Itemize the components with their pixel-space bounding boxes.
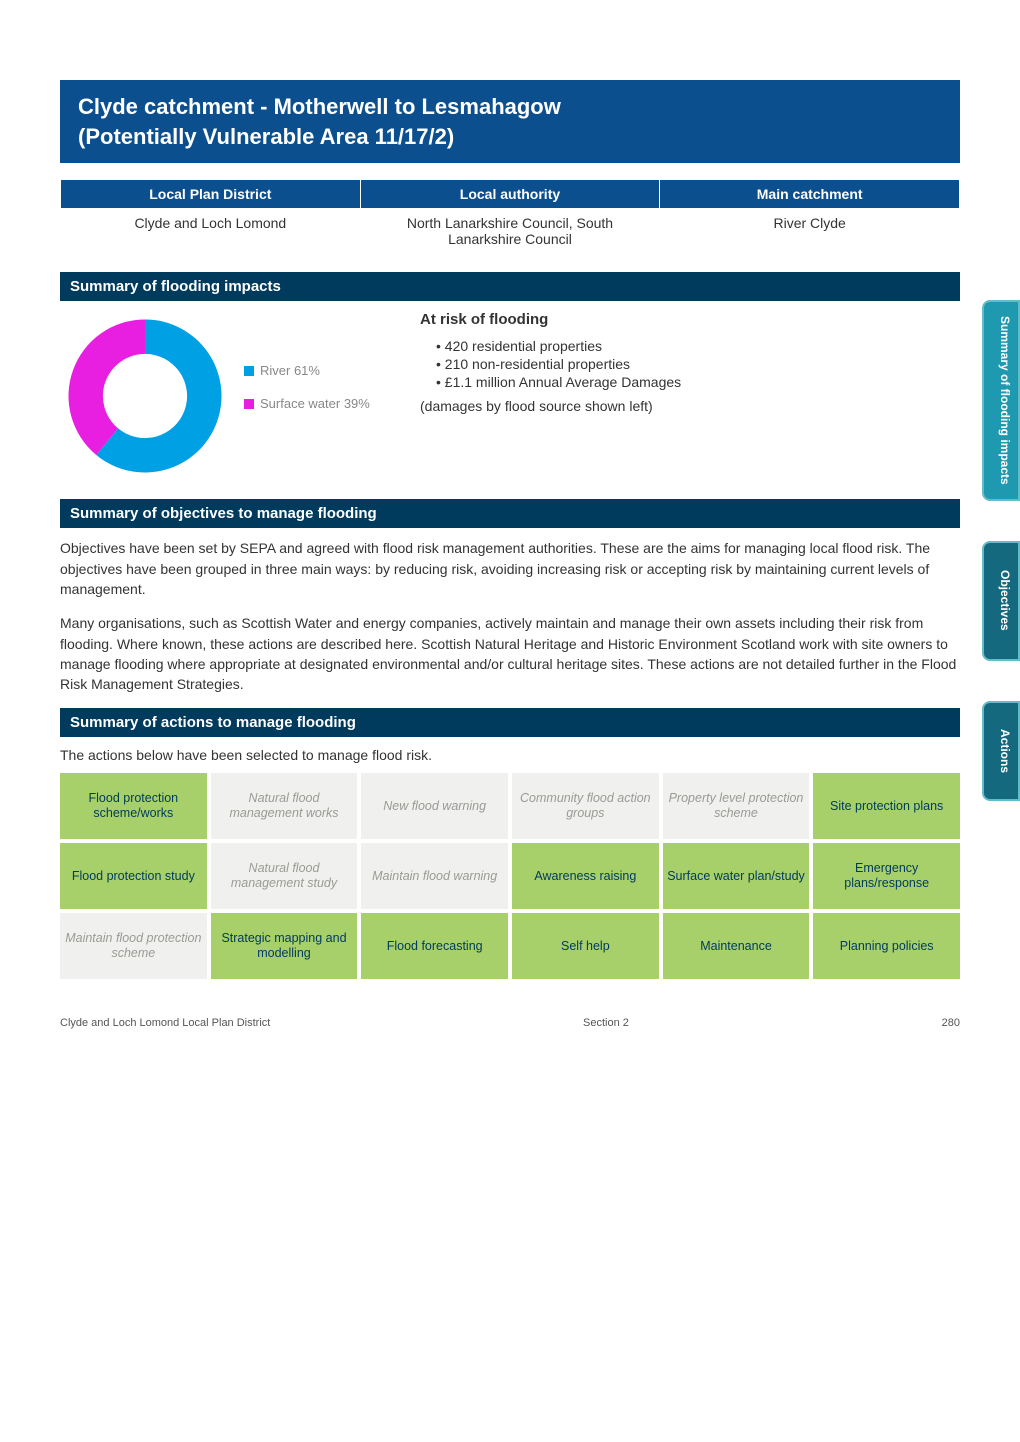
action-cell: Emergency plans/response — [813, 843, 960, 909]
title-line-2: (Potentially Vulnerable Area 11/17/2) — [78, 124, 454, 149]
action-cell: Surface water plan/study — [663, 843, 810, 909]
info-table: Local Plan District Local authority Main… — [60, 179, 960, 254]
action-cell: Maintain flood warning — [361, 843, 508, 909]
donut-slice — [69, 320, 146, 455]
section-heading-impacts: Summary of flooding impacts — [60, 272, 960, 301]
action-cell: Planning policies — [813, 913, 960, 979]
risk-bullets: 420 residential properties 210 non-resid… — [420, 338, 960, 390]
actions-intro: The actions below have been selected to … — [60, 747, 960, 763]
side-tab[interactable]: Actions — [982, 701, 1020, 801]
footer-right: 280 — [942, 1017, 960, 1029]
action-cell: Natural flood management works — [211, 773, 358, 839]
action-cell: Property level protection scheme — [663, 773, 810, 839]
action-cell: Flood forecasting — [361, 913, 508, 979]
chart-column: River 61% Surface water 39% — [60, 311, 400, 481]
info-td-1: North Lanarkshire Council, South Lanarks… — [360, 209, 660, 254]
risk-heading: At risk of flooding — [420, 311, 960, 328]
risk-bullet: 420 residential properties — [436, 338, 960, 354]
action-cell: Flood protection scheme/works — [60, 773, 207, 839]
legend-swatch-icon — [244, 399, 254, 409]
action-cell: Maintain flood protection scheme — [60, 913, 207, 979]
legend-swatch-icon — [244, 366, 254, 376]
info-td-0: Clyde and Loch Lomond — [61, 209, 361, 254]
info-th-2: Main catchment — [660, 180, 960, 209]
legend-item: River 61% — [244, 363, 370, 378]
donut-chart — [60, 311, 230, 481]
risk-bullet: 210 non-residential properties — [436, 356, 960, 372]
footer-center: Section 2 — [583, 1017, 629, 1029]
risk-note: (damages by flood source shown left) — [420, 398, 960, 414]
action-cell: Maintenance — [663, 913, 810, 979]
side-tab[interactable]: Objectives — [982, 541, 1020, 661]
info-td-2: River Clyde — [660, 209, 960, 254]
page-footer: Clyde and Loch Lomond Local Plan Distric… — [60, 1017, 960, 1029]
chart-legend: River 61% Surface water 39% — [244, 363, 370, 429]
flood-summary-row: River 61% Surface water 39% At risk of fl… — [60, 311, 960, 481]
legend-label: River 61% — [260, 363, 320, 378]
footer-left: Clyde and Loch Lomond Local Plan Distric… — [60, 1017, 270, 1029]
objectives-para-1: Objectives have been set by SEPA and agr… — [60, 538, 960, 599]
action-cell: Self help — [512, 913, 659, 979]
action-cell: Flood protection study — [60, 843, 207, 909]
action-cell: New flood warning — [361, 773, 508, 839]
action-cell: Community flood action groups — [512, 773, 659, 839]
risk-column: At risk of flooding 420 residential prop… — [420, 311, 960, 481]
legend-label: Surface water 39% — [260, 396, 370, 411]
section-heading-actions: Summary of actions to manage flooding — [60, 708, 960, 737]
actions-grid: Flood protection scheme/worksNatural flo… — [60, 773, 960, 979]
info-th-1: Local authority — [360, 180, 660, 209]
action-cell: Site protection plans — [813, 773, 960, 839]
action-cell: Natural flood management study — [211, 843, 358, 909]
side-tab[interactable]: Summary of flooding impacts — [982, 300, 1020, 501]
action-cell: Strategic mapping and modelling — [211, 913, 358, 979]
legend-item: Surface water 39% — [244, 396, 370, 411]
title-line-1: Clyde catchment - Motherwell to Lesmahag… — [78, 94, 561, 119]
info-th-0: Local Plan District — [61, 180, 361, 209]
page-title: Clyde catchment - Motherwell to Lesmahag… — [60, 80, 960, 163]
objectives-para-2: Many organisations, such as Scottish Wat… — [60, 613, 960, 694]
action-cell: Awareness raising — [512, 843, 659, 909]
section-heading-objectives: Summary of objectives to manage flooding — [60, 499, 960, 528]
risk-bullet: £1.1 million Annual Average Damages — [436, 374, 960, 390]
side-tabs: Summary of flooding impacts Objectives Act… — [982, 300, 1020, 801]
